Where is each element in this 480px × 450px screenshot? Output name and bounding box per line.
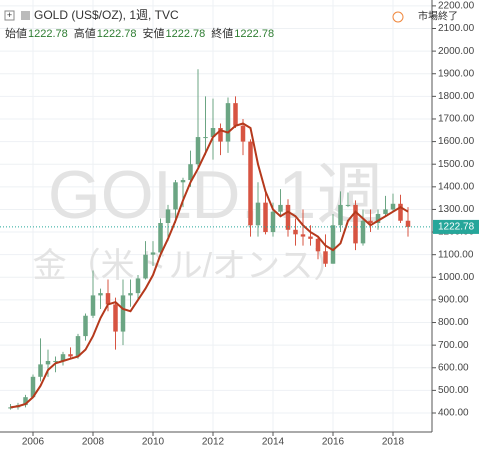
candle-body: [383, 209, 388, 214]
y-tick-label: 500.00: [438, 385, 469, 396]
candle-body: [270, 211, 276, 233]
candle-body: [368, 220, 373, 224]
y-tick-label: 1400.00: [438, 181, 475, 192]
candle-body: [248, 141, 253, 226]
x-tick-label: 2008: [82, 437, 105, 448]
candle-body: [105, 293, 111, 305]
x-tick-label: 2014: [262, 437, 285, 448]
candle-body: [225, 103, 231, 142]
candle-body: [60, 354, 66, 361]
candle-body: [210, 128, 216, 138]
ohlc-value: 1222.78: [166, 28, 206, 40]
candle-body: [405, 220, 411, 227]
y-tick-label: 700.00: [438, 340, 469, 351]
candle-body: [173, 182, 178, 210]
last-price-badge: [433, 219, 479, 234]
candle-body: [240, 125, 246, 142]
y-tick-label: 800.00: [438, 317, 469, 328]
candle-body: [195, 137, 201, 165]
ohlc-label: 始値: [5, 26, 27, 40]
candle-body: [263, 202, 268, 233]
candle-body: [218, 128, 223, 142]
x-tick-label: 2012: [202, 437, 225, 448]
symbol-title[interactable]: GOLD (US$/OZ), 1週, TVC: [34, 8, 179, 22]
watermark-subtitle: 金（米ドル/オンス）: [33, 247, 348, 285]
status-icon: [392, 11, 404, 23]
candle-body: [360, 220, 366, 244]
ohlc-label: 終値: [211, 26, 233, 40]
moving-average-line: [10, 122, 409, 409]
candle-body: [135, 278, 141, 294]
candle-body: [45, 360, 51, 365]
candle-body: [120, 295, 126, 332]
candle-body: [315, 238, 321, 252]
x-tick-label: 2010: [142, 437, 165, 448]
y-tick-label: 400.00: [438, 408, 469, 419]
last-price-label: 1222.78: [438, 222, 475, 233]
candle-body: [375, 213, 381, 224]
candle-body: [53, 360, 58, 362]
y-tick-label: 1500.00: [438, 159, 475, 170]
ohlc-label: 高値: [74, 26, 96, 40]
candle-body: [30, 376, 36, 398]
symbol-icon: [21, 11, 30, 20]
candle-body: [398, 203, 403, 221]
ohlc-value: 1222.78: [234, 28, 274, 40]
candle-body: [90, 295, 96, 316]
candle-body: [38, 364, 43, 377]
candle-body: [353, 204, 358, 244]
candle-body: [75, 336, 81, 357]
candle-body: [390, 203, 396, 210]
candle-body: [180, 180, 186, 183]
y-tick-label: 1300.00: [438, 204, 475, 215]
candle-body: [285, 204, 291, 230]
candle-body: [255, 202, 261, 226]
y-tick-label: 1700.00: [438, 114, 475, 125]
candle-body: [158, 223, 163, 253]
y-tick-label: 1600.00: [438, 136, 475, 147]
expand-icon[interactable]: [4, 10, 15, 21]
x-tick-label: 2016: [322, 437, 345, 448]
candle-body: [233, 103, 238, 126]
y-tick-label: 1000.00: [438, 272, 475, 283]
y-tick-label: 2200.00: [438, 1, 475, 12]
candle-body: [293, 229, 298, 235]
ohlc-value: 1222.78: [28, 28, 68, 40]
ohlc-label: 安値: [143, 26, 165, 40]
candle-body: [8, 407, 13, 409]
y-tick-label: 900.00: [438, 295, 469, 306]
y-tick-label: 1800.00: [438, 91, 475, 102]
y-tick-label: 2000.00: [438, 46, 475, 57]
candle-body: [308, 236, 313, 239]
y-tick-label: 1900.00: [438, 68, 475, 79]
candle-body: [338, 204, 343, 226]
candle-body: [203, 137, 208, 139]
candle-body: [323, 251, 328, 264]
expand-icon-plus: +: [7, 10, 12, 20]
candle-body: [278, 204, 283, 212]
candle-body: [23, 397, 28, 406]
candle-body: [98, 293, 103, 296]
candle-body: [68, 354, 73, 357]
market-status: 市場終了: [418, 10, 458, 23]
candle-body: [165, 209, 171, 224]
x-tick-label: 2018: [382, 437, 405, 448]
y-tick-label: 1100.00: [438, 249, 474, 260]
candle-body: [128, 293, 133, 296]
candle-body: [83, 315, 88, 337]
candle-body: [113, 304, 118, 332]
y-tick-label: 2100.00: [438, 23, 475, 34]
watermark: GOLD, 1週: [48, 157, 384, 233]
x-tick-label: 2006: [22, 437, 45, 448]
candle-body: [330, 225, 336, 264]
ohlc-value: 1222.78: [97, 28, 137, 40]
y-tick-label: 600.00: [438, 362, 469, 373]
candle-body: [345, 204, 351, 206]
candle-body: [300, 234, 306, 237]
candle-body: [143, 254, 148, 279]
candle-body: [188, 164, 193, 181]
candle-body: [150, 252, 156, 255]
